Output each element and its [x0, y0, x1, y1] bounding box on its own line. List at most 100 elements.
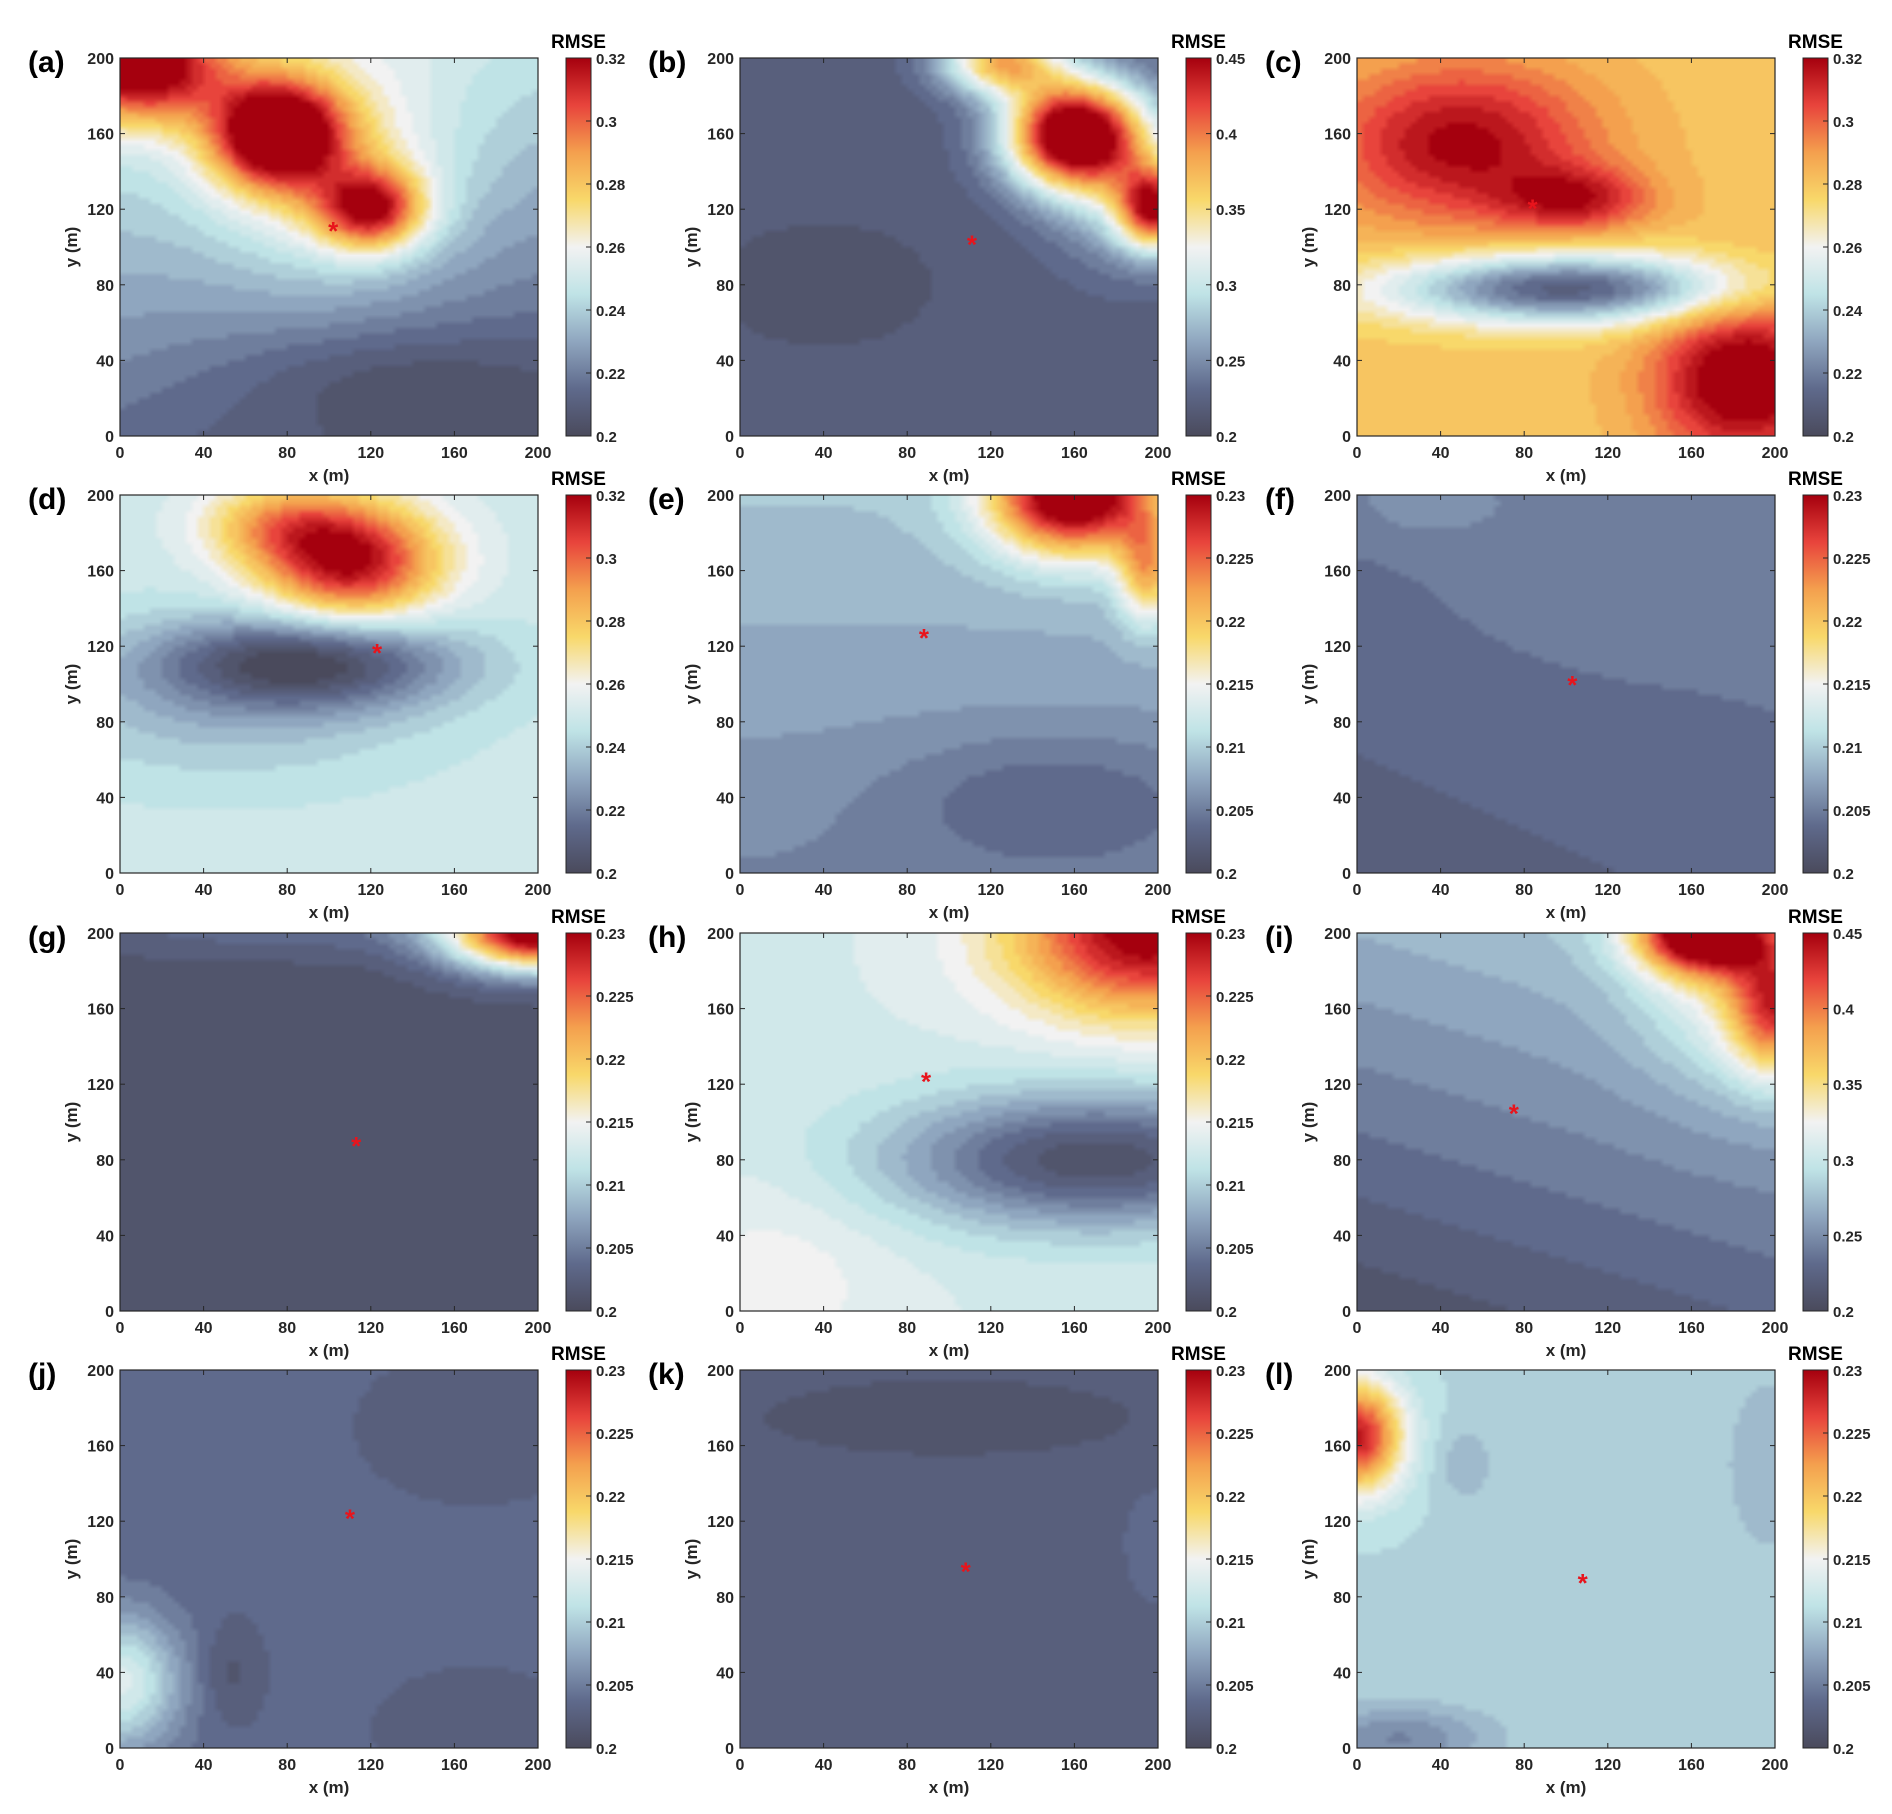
y-axis-label: y (m): [682, 1102, 701, 1143]
colorbar-tick-label: 0.22: [596, 1052, 625, 1069]
y-tick-label: 0: [1342, 866, 1351, 883]
plot-frame: [119, 932, 539, 1312]
x-tick-label: 120: [357, 1757, 384, 1774]
heatmap-image: [120, 495, 538, 873]
panel-label: (i): [1265, 921, 1293, 954]
y-tick-label: 80: [1333, 278, 1351, 295]
colorbar-tick-label: 0.3: [1833, 1153, 1854, 1170]
colorbar-tick-label: 0.2: [596, 866, 617, 883]
y-axis-label: y (m): [62, 227, 81, 268]
y-tick-label: 160: [707, 1439, 734, 1456]
x-tick-label: 120: [977, 1320, 1004, 1337]
y-tick-label: 200: [707, 51, 734, 68]
source-marker: *: [372, 638, 383, 668]
colorbar-tick-label: 0.225: [1216, 989, 1254, 1006]
y-tick-label: 120: [87, 1077, 114, 1094]
source-marker: *: [1509, 1099, 1520, 1129]
panel-c: (c) 0 40 80 120 160 200 0 40 80 120 160 200 x (m) y (m…: [1265, 32, 1863, 485]
y-tick-label: 80: [96, 1590, 114, 1607]
x-tick-label: 0: [116, 882, 125, 899]
y-tick-label: 40: [716, 353, 734, 370]
colorbar-tick-label: 0.215: [596, 1115, 634, 1132]
colorbar-tick-label: 0.215: [1833, 1552, 1871, 1569]
y-tick-label: 200: [1324, 51, 1351, 68]
colorbar-tick-label: 0.21: [1216, 1178, 1245, 1195]
colorbar-tick-label: 0.24: [1833, 303, 1863, 320]
y-tick-label: 200: [87, 1363, 114, 1380]
panel-f: (f) 0 40 80 120 160 200 0 40 80 120 160 200 x (m) y (m…: [1265, 469, 1871, 922]
x-tick-label: 80: [278, 1757, 296, 1774]
panel-label: (a): [28, 46, 65, 79]
y-tick-label: 120: [87, 639, 114, 656]
y-tick-label: 0: [1342, 1304, 1351, 1321]
colorbar-tick-label: 0.25: [1216, 353, 1245, 370]
panel-i: (i) 0 40 80 120 160 200 0 40 80 120 160 200 x (m) y (m…: [1265, 907, 1862, 1360]
y-tick-label: 160: [1324, 127, 1351, 144]
colorbar-tick-label: 0.2: [1216, 866, 1237, 883]
x-tick-label: 0: [1353, 445, 1362, 462]
panel-label: (l): [1265, 1358, 1293, 1391]
y-tick-label: 40: [1333, 353, 1351, 370]
y-tick-label: 40: [96, 353, 114, 370]
y-tick-label: 200: [707, 488, 734, 505]
y-tick-label: 0: [725, 1304, 734, 1321]
colorbar-tick-label: 0.32: [596, 51, 625, 68]
x-tick-label: 80: [898, 445, 916, 462]
colorbar-tick-label: 0.205: [1833, 1678, 1871, 1695]
y-axis-label: y (m): [62, 664, 81, 705]
x-tick-label: 80: [1515, 1320, 1533, 1337]
x-tick-label: 160: [441, 445, 468, 462]
x-tick-label: 120: [1594, 1320, 1621, 1337]
x-tick-label: 200: [1145, 445, 1172, 462]
x-tick-label: 120: [977, 445, 1004, 462]
y-tick-label: 200: [87, 51, 114, 68]
x-tick-label: 120: [977, 1757, 1004, 1774]
colorbar-tick-label: 0.28: [1833, 177, 1862, 194]
x-tick-label: 200: [525, 445, 552, 462]
y-axis-label: y (m): [62, 1539, 81, 1580]
panel-l: (l) 0 40 80 120 160 200 0 40 80 120 160 200 x (m) y (m…: [1265, 1344, 1871, 1797]
y-tick-label: 40: [716, 1228, 734, 1245]
y-tick-label: 80: [1333, 1153, 1351, 1170]
colorbar-tick-label: 0.21: [596, 1178, 625, 1195]
y-axis-label: y (m): [1299, 1102, 1318, 1143]
y-tick-label: 120: [707, 1077, 734, 1094]
colorbar-tick-label: 0.215: [1833, 677, 1871, 694]
x-tick-label: 120: [357, 445, 384, 462]
colorbar-tick-label: 0.26: [596, 240, 625, 257]
colorbar-tick-label: 0.215: [1216, 1552, 1254, 1569]
x-tick-label: 80: [278, 882, 296, 899]
panel-b: (b) 0 40 80 120 160 200 0 40 80 120 160 200 x (m) y (m…: [648, 32, 1245, 485]
y-tick-label: 0: [1342, 1741, 1351, 1758]
colorbar-title: RMSE: [551, 469, 606, 490]
colorbar-title: RMSE: [1171, 907, 1226, 928]
x-tick-label: 160: [441, 882, 468, 899]
colorbar-tick-label: 0.205: [1833, 803, 1871, 820]
x-tick-label: 200: [1145, 882, 1172, 899]
panel-k: (k) 0 40 80 120 160 200 0 40 80 120 160 200 x (m) y (m…: [648, 1344, 1254, 1797]
colorbar-tick-label: 0.32: [1833, 51, 1862, 68]
colorbar-tick-label: 0.21: [1216, 1615, 1245, 1632]
colorbar-tick-label: 0.215: [1216, 1115, 1254, 1132]
x-axis-label: x (m): [929, 466, 970, 485]
y-tick-label: 40: [96, 790, 114, 807]
colorbar-tick-label: 0.3: [1833, 114, 1854, 131]
x-tick-label: 40: [195, 882, 213, 899]
x-axis-label: x (m): [1546, 1341, 1587, 1360]
colorbar-tick-label: 0.205: [1216, 803, 1254, 820]
colorbar-tick-label: 0.2: [1833, 866, 1854, 883]
x-tick-label: 40: [815, 1320, 833, 1337]
colorbar-title: RMSE: [1788, 907, 1843, 928]
y-tick-label: 80: [716, 278, 734, 295]
panel-label: (j): [28, 1358, 56, 1391]
colorbar-tick-label: 0.32: [596, 488, 625, 505]
source-marker: *: [921, 1067, 932, 1097]
colorbar-tick-label: 0.4: [1216, 127, 1238, 144]
plot-frame: [739, 1369, 1159, 1749]
x-axis-label: x (m): [929, 903, 970, 922]
x-tick-label: 40: [1432, 1757, 1450, 1774]
y-axis-label: y (m): [682, 227, 701, 268]
heatmap-image: [1357, 495, 1775, 873]
